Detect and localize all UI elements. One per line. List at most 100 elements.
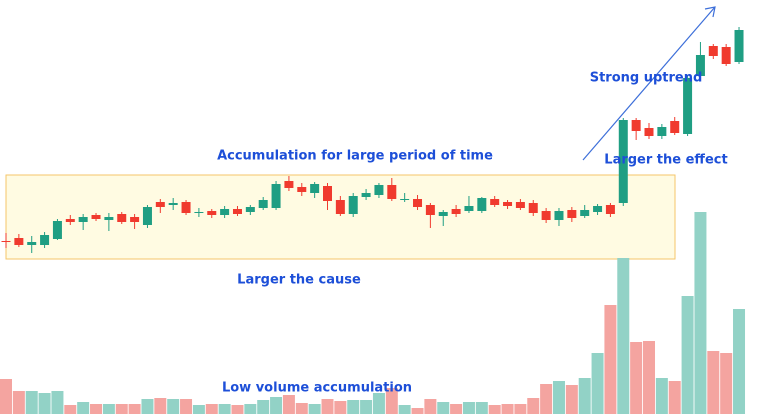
volume-bar	[475, 402, 488, 414]
candle-body	[515, 202, 525, 208]
candle-body	[490, 199, 500, 205]
volume-bar	[102, 404, 115, 414]
volume-bar	[514, 404, 527, 414]
annotation: Accumulation for large period of time	[217, 149, 493, 164]
candle-body	[631, 120, 641, 131]
volume-bar	[205, 404, 218, 414]
volume-bar	[694, 212, 707, 414]
volume-bar	[411, 408, 424, 414]
volume-bar	[64, 405, 77, 414]
candle-body	[657, 127, 667, 136]
volume-bar	[565, 385, 578, 414]
volume-bar	[591, 353, 604, 414]
candle-body	[708, 46, 718, 56]
volume-bar	[218, 404, 231, 414]
volume-bar	[180, 399, 193, 414]
candle-body	[245, 207, 255, 212]
candle-layer	[1, 27, 744, 253]
volume-bar	[321, 399, 334, 414]
volume-bar	[450, 404, 463, 414]
candle-body	[567, 210, 577, 218]
candle-body	[65, 219, 75, 222]
candle-body	[374, 185, 384, 195]
candle-body	[683, 78, 693, 134]
volume-bar	[244, 404, 257, 414]
candle-body	[232, 209, 242, 214]
volume-bar	[38, 393, 51, 414]
volume-bar	[128, 404, 141, 414]
volume-bar	[295, 403, 308, 414]
candle-body	[40, 235, 50, 245]
volume-bar	[141, 399, 154, 414]
candle-body	[605, 205, 615, 214]
candle-body	[348, 196, 358, 214]
candle-body	[323, 186, 332, 201]
volume-bar	[372, 393, 385, 414]
candle-body	[104, 217, 114, 220]
volume-bar	[604, 305, 617, 414]
candle-body	[734, 30, 744, 62]
candle-body	[387, 185, 397, 199]
candle-body	[721, 47, 731, 64]
volume-bar	[488, 405, 501, 414]
volume-bar	[282, 395, 295, 414]
candle-body	[644, 128, 654, 136]
candle-body	[310, 184, 320, 193]
volume-bar	[437, 402, 450, 414]
volume-bar	[733, 309, 746, 414]
candle-body	[91, 215, 101, 219]
candle-body	[142, 207, 152, 225]
annotation: Strong uptrend	[590, 71, 703, 86]
candle-body	[451, 209, 461, 214]
candle-body	[541, 211, 551, 220]
candle-body	[117, 214, 127, 222]
candle-body	[670, 121, 680, 133]
volume-layer	[0, 212, 746, 414]
candle-body	[130, 217, 140, 222]
volume-bar	[25, 391, 38, 414]
candle-body	[361, 193, 371, 197]
candle-body	[554, 211, 564, 220]
volume-bar	[385, 388, 398, 414]
candle-body	[181, 202, 191, 213]
candle-body	[220, 209, 230, 215]
candle-body	[503, 202, 513, 206]
volume-bar	[12, 391, 25, 414]
volume-bar	[257, 400, 270, 414]
candle-body	[413, 199, 423, 207]
candle-body	[425, 205, 435, 215]
volume-bar	[578, 378, 591, 414]
volume-bar	[231, 405, 244, 414]
candle-body	[464, 206, 474, 211]
candle-body	[194, 212, 204, 213]
volume-bar	[527, 398, 540, 414]
volume-bar	[540, 384, 553, 414]
candle-body	[335, 200, 345, 214]
volume-bar	[630, 342, 643, 414]
volume-bar	[398, 405, 411, 414]
volume-bar	[720, 353, 733, 414]
volume-bar	[51, 391, 64, 414]
volume-bar	[655, 378, 668, 414]
annotation: Low volume accumulation	[222, 381, 412, 396]
volume-bar	[668, 381, 681, 414]
arrow-head	[704, 6, 716, 18]
volume-bar	[167, 399, 180, 414]
candle-body	[14, 238, 24, 245]
candle-body	[297, 187, 307, 192]
volume-bar	[0, 379, 12, 414]
candle-body	[207, 211, 217, 215]
arrow-line	[582, 6, 716, 161]
volume-bar	[643, 341, 655, 414]
annotation: Larger the effect	[604, 153, 727, 168]
volume-bar	[424, 399, 437, 414]
volume-bar	[462, 402, 475, 414]
volume-bar	[552, 381, 565, 414]
volume-bar	[334, 401, 347, 414]
volume-bar	[617, 258, 630, 414]
volume-bar	[308, 404, 321, 414]
candle-body	[78, 217, 88, 222]
trend-arrow	[582, 6, 716, 161]
candle-body	[1, 241, 11, 242]
candle-body	[618, 120, 628, 203]
